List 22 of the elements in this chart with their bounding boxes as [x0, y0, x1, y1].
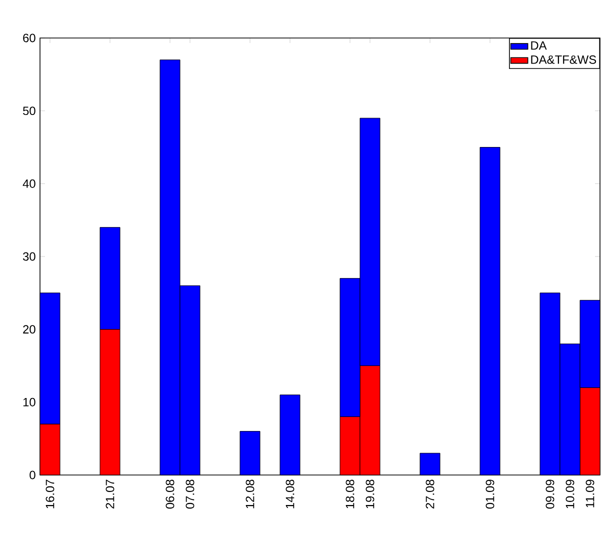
x-tick-label: 09.09	[546, 480, 554, 509]
y-tick-label: 20	[23, 325, 36, 334]
x-tick-label: 11.09	[586, 480, 594, 508]
x-tick-label: 18.08	[346, 480, 354, 508]
y-tick-label: 60	[23, 34, 36, 42]
x-tick-label: 07.08	[186, 480, 194, 509]
legend-label: DA	[531, 41, 547, 50]
y-tick-label: 30	[22, 252, 36, 261]
x-tick-label: 16.07	[46, 480, 54, 508]
x-tick-label: 01.09	[486, 480, 494, 509]
x-tick-label: 14.08	[286, 480, 294, 508]
x-tick-label: 10.09	[566, 480, 574, 508]
x-tick-label: 21.07	[106, 480, 114, 509]
x-tick-label: 12.08	[246, 480, 254, 508]
y-tick-label: 10	[23, 398, 36, 406]
x-tick-label: 19.08	[366, 480, 374, 508]
y-tick-label: 40	[22, 179, 36, 188]
y-tick-label: 0	[30, 470, 36, 480]
x-tick-label: 27.08	[426, 480, 434, 509]
legend-label: DA&TF&WS	[531, 55, 596, 64]
x-tick-label: 06.08	[166, 480, 174, 509]
y-tick-label: 50	[23, 106, 36, 116]
